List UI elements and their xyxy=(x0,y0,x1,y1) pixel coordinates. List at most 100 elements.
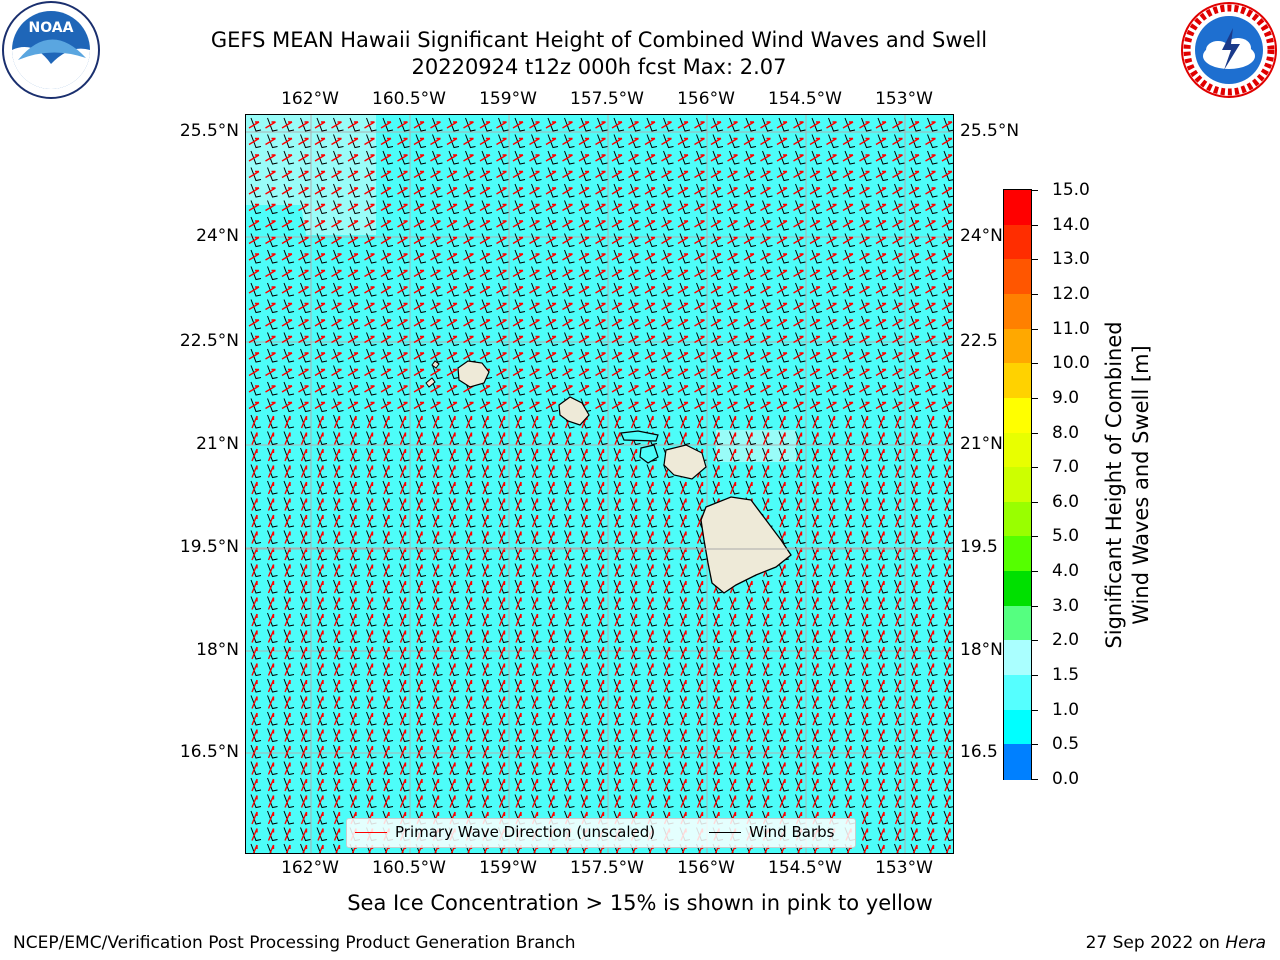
wave-direction-arrow xyxy=(595,236,606,245)
wave-direction-arrow xyxy=(828,712,836,726)
wind-barb xyxy=(481,464,493,479)
wave-direction-arrow xyxy=(892,137,903,146)
wind-barb xyxy=(514,563,526,578)
wind-barb xyxy=(778,150,790,165)
wave-direction-arrow xyxy=(317,613,324,627)
wind-barb xyxy=(927,315,938,330)
wave-direction-arrow xyxy=(793,187,804,195)
colorbar-tick-label: 13.0 xyxy=(1052,249,1090,270)
wind-barb xyxy=(514,414,526,429)
wind-barb xyxy=(382,200,394,215)
wind-barb xyxy=(514,711,526,726)
wind-barb xyxy=(679,794,691,809)
wave-direction-arrow xyxy=(809,319,821,327)
wave-direction-arrow xyxy=(663,564,671,577)
wind-barb xyxy=(498,579,509,594)
wind-barb xyxy=(448,761,460,776)
wave-direction-arrow xyxy=(267,481,275,495)
wind-barb xyxy=(613,381,625,396)
colorbar-tick xyxy=(1032,744,1038,746)
wind-barb xyxy=(894,744,905,759)
wave-direction-arrow xyxy=(710,253,722,261)
wave-direction-arrow xyxy=(911,597,918,610)
wave-direction-arrow xyxy=(562,187,573,195)
wave-direction-arrow xyxy=(727,154,738,162)
wind-barb xyxy=(663,761,674,776)
wave-direction-arrow xyxy=(465,729,473,742)
wave-direction-arrow xyxy=(564,778,572,792)
wave-direction-arrow xyxy=(925,368,936,377)
wind-barb xyxy=(778,282,790,297)
wind-barb xyxy=(597,629,608,644)
wind-barb xyxy=(366,414,377,429)
wind-barb xyxy=(894,464,905,479)
wave-direction-arrow xyxy=(515,580,522,594)
wind-barb xyxy=(316,150,328,165)
wave-direction-arrow xyxy=(284,597,291,610)
wave-direction-arrow xyxy=(498,679,506,693)
wave-direction-arrow xyxy=(265,220,276,228)
wind-barb xyxy=(547,728,559,743)
wind-barb xyxy=(646,414,658,429)
wave-direction-arrow xyxy=(694,269,705,278)
wave-direction-arrow xyxy=(944,778,951,792)
wind-barb xyxy=(646,134,658,149)
wind-barb xyxy=(514,134,526,149)
wind-barb xyxy=(679,497,691,512)
wind-barb xyxy=(547,332,559,347)
wave-direction-arrow xyxy=(564,646,572,660)
wind-barb xyxy=(250,563,262,578)
wave-direction-arrow xyxy=(727,203,738,212)
wind-barb xyxy=(646,464,658,479)
wind-barb xyxy=(300,794,311,809)
wave-direction-arrow xyxy=(696,481,704,495)
wind-barb xyxy=(795,678,806,693)
wave-direction-arrow xyxy=(347,154,359,162)
colorbar-segment xyxy=(1004,293,1031,330)
wave-direction-arrow xyxy=(795,646,803,660)
wind-barb xyxy=(547,447,559,462)
wind-barb xyxy=(696,629,707,644)
wave-direction-arrow xyxy=(661,187,672,195)
wind-barb xyxy=(894,282,905,297)
wind-barb xyxy=(910,464,922,479)
wind-barb xyxy=(547,299,559,314)
wave-direction-arrow xyxy=(927,630,935,643)
wave-direction-arrow xyxy=(317,828,324,841)
wind-barb xyxy=(729,695,740,710)
wind-barb xyxy=(943,629,953,644)
wave-direction-arrow xyxy=(597,729,605,742)
wave-direction-arrow xyxy=(743,121,755,129)
wave-direction-arrow xyxy=(875,385,887,393)
wave-direction-arrow xyxy=(595,319,606,327)
wind-barb xyxy=(283,827,295,842)
wind-barb xyxy=(894,777,905,792)
wave-direction-arrow xyxy=(628,187,639,195)
wind-barb xyxy=(795,464,806,479)
wind-barb xyxy=(283,579,295,594)
colorbar-tick xyxy=(1032,536,1038,538)
wind-barb xyxy=(415,134,427,149)
wind-barb xyxy=(580,315,592,330)
wave-direction-arrow xyxy=(793,286,804,294)
wave-direction-arrow xyxy=(762,679,770,693)
wave-direction-arrow xyxy=(463,253,474,261)
wave-direction-arrow xyxy=(729,465,737,478)
wind-barb xyxy=(382,431,394,446)
wind-barb xyxy=(481,629,493,644)
wind-barb xyxy=(316,216,328,231)
wind-barb xyxy=(366,150,377,165)
wind-barb xyxy=(663,777,674,792)
wind-barb xyxy=(564,167,575,182)
wave-direction-arrow xyxy=(727,319,738,327)
wind-barb xyxy=(382,645,394,660)
wind-barb xyxy=(630,546,641,561)
wave-direction-arrow xyxy=(743,236,755,245)
colorbar-tick xyxy=(1032,467,1038,469)
wave-direction-arrow xyxy=(875,154,887,162)
wind-barb xyxy=(465,629,476,644)
wave-direction-arrow xyxy=(432,531,440,544)
wind-barb xyxy=(745,612,757,627)
colorbar-tick xyxy=(1032,259,1038,261)
wave-direction-arrow xyxy=(710,187,722,195)
